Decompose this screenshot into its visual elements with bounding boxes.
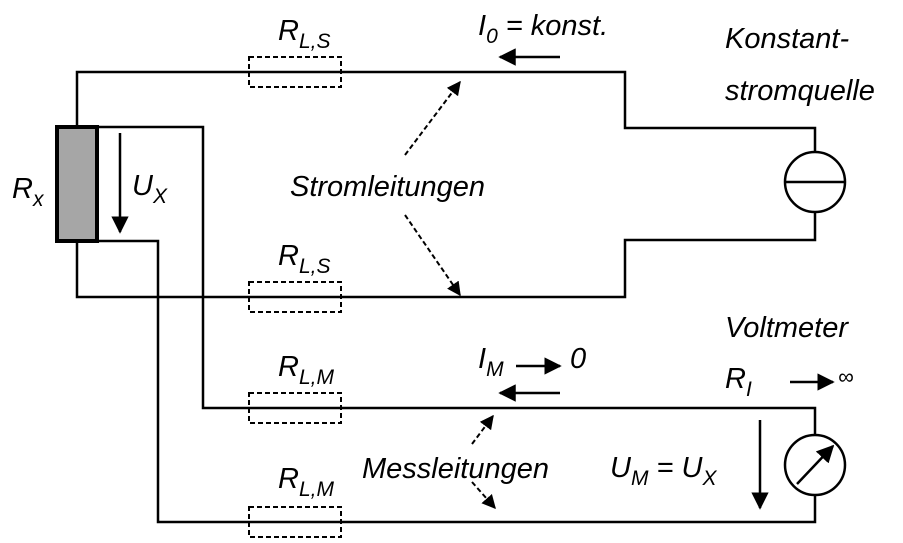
label: RL,S — [278, 15, 330, 53]
voltmeter — [783, 433, 847, 497]
voltmeter-needle — [796, 444, 835, 485]
label: UM = UX — [610, 452, 717, 490]
label: Stromleitungen — [290, 171, 485, 203]
line-resistor — [248, 506, 342, 538]
measure-wire — [97, 125, 817, 524]
pointer-arrow — [404, 214, 461, 297]
label: UX — [132, 170, 168, 208]
line-resistor — [248, 56, 342, 88]
label: RL,M — [278, 351, 334, 389]
label: RI∞ — [725, 363, 854, 401]
pointer-arrow — [471, 414, 494, 445]
line-resistor — [248, 392, 342, 424]
label: Voltmeter — [725, 312, 849, 344]
label: stromquelle — [725, 75, 875, 107]
label: Rx — [12, 173, 45, 211]
current-wire — [75, 70, 817, 299]
label: IM 0 — [478, 343, 586, 381]
label: RL,M — [278, 463, 334, 501]
pointer-arrow — [471, 481, 496, 510]
line-resistor — [248, 281, 342, 313]
label: Messleitungen — [362, 453, 549, 485]
pointer-arrow — [404, 80, 461, 156]
resistor-rx — [55, 125, 99, 243]
label: Konstant- — [725, 23, 849, 55]
label: I0 = konst. — [478, 10, 608, 48]
label: RL,S — [278, 240, 330, 278]
